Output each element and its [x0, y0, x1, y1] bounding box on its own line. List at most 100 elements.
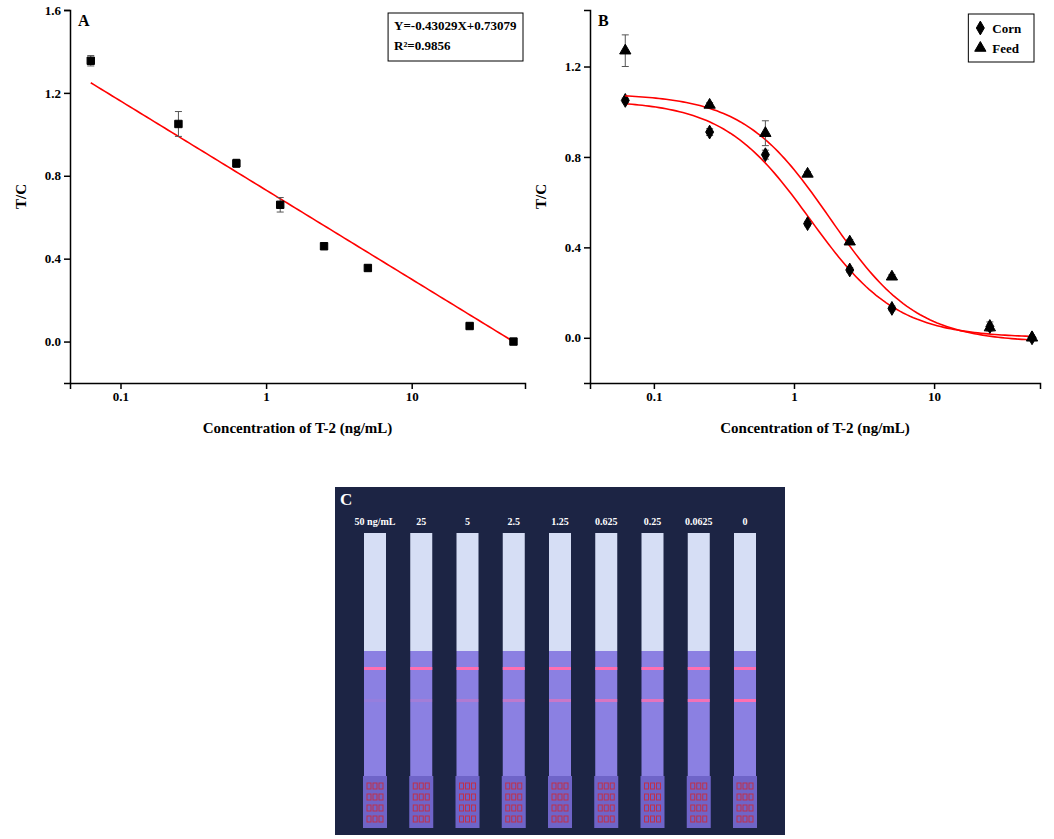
strip-print [697, 783, 701, 789]
panel-0: 0.11100.00.40.81.21.6Concentration of T-… [13, 3, 526, 437]
error-bar [87, 56, 94, 66]
strip-print [460, 805, 464, 811]
x-tick-label: 0.1 [646, 389, 662, 404]
strip-base [641, 776, 665, 828]
strip-test-line [734, 699, 756, 702]
y-tick-mark [584, 338, 590, 340]
y-tick: 1.2 [45, 86, 70, 101]
y-tick-label: 0.0 [45, 334, 61, 349]
strip-print [645, 783, 649, 789]
x-tick: 10 [928, 383, 941, 404]
strip-print [691, 794, 695, 800]
strip-pad [549, 533, 571, 651]
annotation: R²=0.9856 [394, 38, 451, 53]
strip-membrane [457, 651, 479, 776]
error-bar [466, 323, 473, 329]
test-strip [502, 533, 526, 828]
strip-print [472, 794, 476, 800]
strip-print [737, 783, 741, 789]
strip-control-line [364, 667, 386, 670]
strip-pad [688, 533, 710, 651]
strip-print [749, 816, 753, 822]
y-tick: 0.0 [565, 330, 590, 345]
x-tick-label: 1 [791, 389, 798, 404]
test-strip [548, 533, 572, 828]
strip-print [651, 816, 655, 822]
strip-print [610, 816, 614, 822]
data-point [886, 270, 897, 280]
strip-pad [364, 533, 386, 651]
y-tick: 0.4 [45, 251, 70, 266]
strip-print [645, 794, 649, 800]
strip-test-line [410, 699, 432, 702]
x-tick: 1 [263, 383, 270, 404]
strip-control-line [642, 667, 664, 670]
photo-label: C [340, 490, 352, 509]
strip-print [472, 783, 476, 789]
strip-base [594, 776, 618, 828]
strip-membrane [688, 651, 710, 776]
fit-curve [625, 96, 1032, 340]
x-tick-mark [266, 383, 268, 389]
strip-print [657, 794, 661, 800]
error-bar [277, 198, 284, 213]
strip-base [733, 776, 757, 828]
strip-print [558, 794, 562, 800]
strip-print [558, 783, 562, 789]
strip-print [373, 805, 377, 811]
strip-label: 25 [416, 516, 426, 527]
strip-print [645, 805, 649, 811]
y-tick-mark [584, 247, 590, 249]
y-axis-line [584, 11, 591, 384]
strip-print [703, 794, 707, 800]
strip-control-line [457, 667, 479, 670]
data-point [844, 235, 855, 245]
data-point [846, 263, 854, 277]
strip-base [502, 776, 526, 828]
strip-control-line [549, 667, 571, 670]
photo: C50 ng/mL2552.51.250.6250.250.06250 [335, 487, 785, 835]
test-strip [687, 533, 711, 828]
x-axis: 0.1 1 10 [591, 383, 1041, 404]
x-tick-mark [411, 383, 413, 389]
strip-print [373, 794, 377, 800]
strip-print [651, 805, 655, 811]
y-tick-mark [64, 10, 70, 12]
legend-label: Corn [992, 21, 1022, 36]
strip-print [552, 805, 556, 811]
strip-print [419, 816, 423, 822]
data-point [704, 98, 715, 108]
test-strip [456, 533, 480, 828]
y-axis: 0.0 0.4 0.8 1.2 1.6 [45, 3, 71, 384]
strip-print [558, 805, 562, 811]
strip-base [456, 776, 480, 828]
strip-print [610, 805, 614, 811]
strip-print [367, 783, 371, 789]
y-tick-mark [64, 341, 70, 343]
strip-print [367, 816, 371, 822]
strip-print [413, 805, 417, 811]
strip-print [610, 794, 614, 800]
strip-print [598, 783, 602, 789]
strip-print [737, 816, 741, 822]
strip-print [460, 816, 464, 822]
strip-test-line [595, 699, 617, 702]
strip-pad [410, 533, 432, 651]
y-tick-mark [64, 93, 70, 95]
strip-print [413, 816, 417, 822]
strip-print [564, 816, 568, 822]
test-strip [363, 533, 387, 828]
strip-print [651, 794, 655, 800]
strip-membrane [642, 651, 664, 776]
data-point [984, 321, 995, 331]
annotation: Y=-0.43029X+0.73079 [394, 18, 517, 33]
y-tick: 0.8 [45, 168, 70, 183]
strip-pad [642, 533, 664, 651]
strip-label: 5 [465, 516, 470, 527]
x-tick-mark [654, 383, 656, 389]
strip-membrane [734, 651, 756, 776]
y-axis: 0.00.40.81.2 [565, 11, 591, 384]
strip-base [409, 776, 433, 828]
y-tick-label: 1.6 [45, 3, 62, 18]
strip-print [518, 816, 522, 822]
